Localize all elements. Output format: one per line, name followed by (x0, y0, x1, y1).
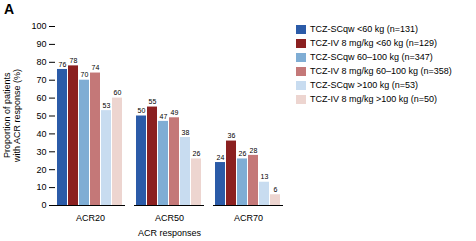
html-text:Proportion of patients with AC: Proportion of patients with ACR response… (2, 69, 23, 162)
svg-text:49: 49 (171, 109, 179, 116)
svg-text:78: 78 (70, 57, 78, 64)
svg-text:28: 28 (250, 147, 258, 154)
svg-text:38: 38 (182, 129, 190, 136)
svg-text:ACR70: ACR70 (234, 213, 263, 223)
svg-text:55: 55 (149, 98, 157, 105)
svg-text:26: 26 (239, 150, 247, 157)
svg-text:ACR50: ACR50 (155, 213, 184, 223)
html-text:TCZ-IV 8 mg/kg 60–100 kg (n=35: TCZ-IV 8 mg/kg 60–100 kg (n=358) (310, 66, 452, 76)
html-text:TCZ-IV 8 mg/kg >100 kg (n=50): TCZ-IV 8 mg/kg >100 kg (n=50) (310, 94, 438, 104)
html-text:TCZ-SCqw >100 kg (n=53): TCZ-SCqw >100 kg (n=53) (310, 80, 418, 90)
svg-text:80: 80 (36, 57, 46, 67)
svg-text:0: 0 (41, 200, 46, 210)
svg-text:ACR responses: ACR responses (138, 228, 202, 238)
svg-text:60: 60 (114, 89, 122, 96)
svg-text:36: 36 (228, 132, 236, 139)
html-text:TCZ-IV 8 mg/kg <60 kg (n=129): TCZ-IV 8 mg/kg <60 kg (n=129) (310, 38, 438, 48)
html-text:TCZ-SCqw 60–100 kg (n=347): TCZ-SCqw 60–100 kg (n=347) (310, 52, 433, 62)
svg-text:76: 76 (59, 61, 67, 68)
svg-text:50: 50 (36, 111, 46, 121)
html-text:A: A (4, 1, 15, 17)
svg-text:53: 53 (103, 102, 111, 109)
svg-text:100: 100 (31, 21, 46, 31)
svg-text:26: 26 (193, 150, 201, 157)
svg-text:13: 13 (261, 173, 269, 180)
svg-text:10: 10 (36, 182, 46, 192)
svg-text:ACR20: ACR20 (76, 213, 105, 223)
svg-text:70: 70 (36, 75, 46, 85)
svg-text:60: 60 (36, 93, 46, 103)
svg-text:6: 6 (274, 186, 278, 193)
svg-text:50: 50 (138, 107, 146, 114)
svg-text:90: 90 (36, 39, 46, 49)
html-text:TCZ-SCqw <60 kg (n=131): TCZ-SCqw <60 kg (n=131) (310, 24, 418, 34)
svg-text:47: 47 (160, 113, 168, 120)
svg-text:24: 24 (217, 154, 225, 161)
svg-text:20: 20 (36, 165, 46, 175)
svg-text:70: 70 (81, 71, 89, 78)
svg-text:30: 30 (36, 147, 46, 157)
svg-text:40: 40 (36, 129, 46, 139)
svg-text:74: 74 (92, 64, 100, 71)
